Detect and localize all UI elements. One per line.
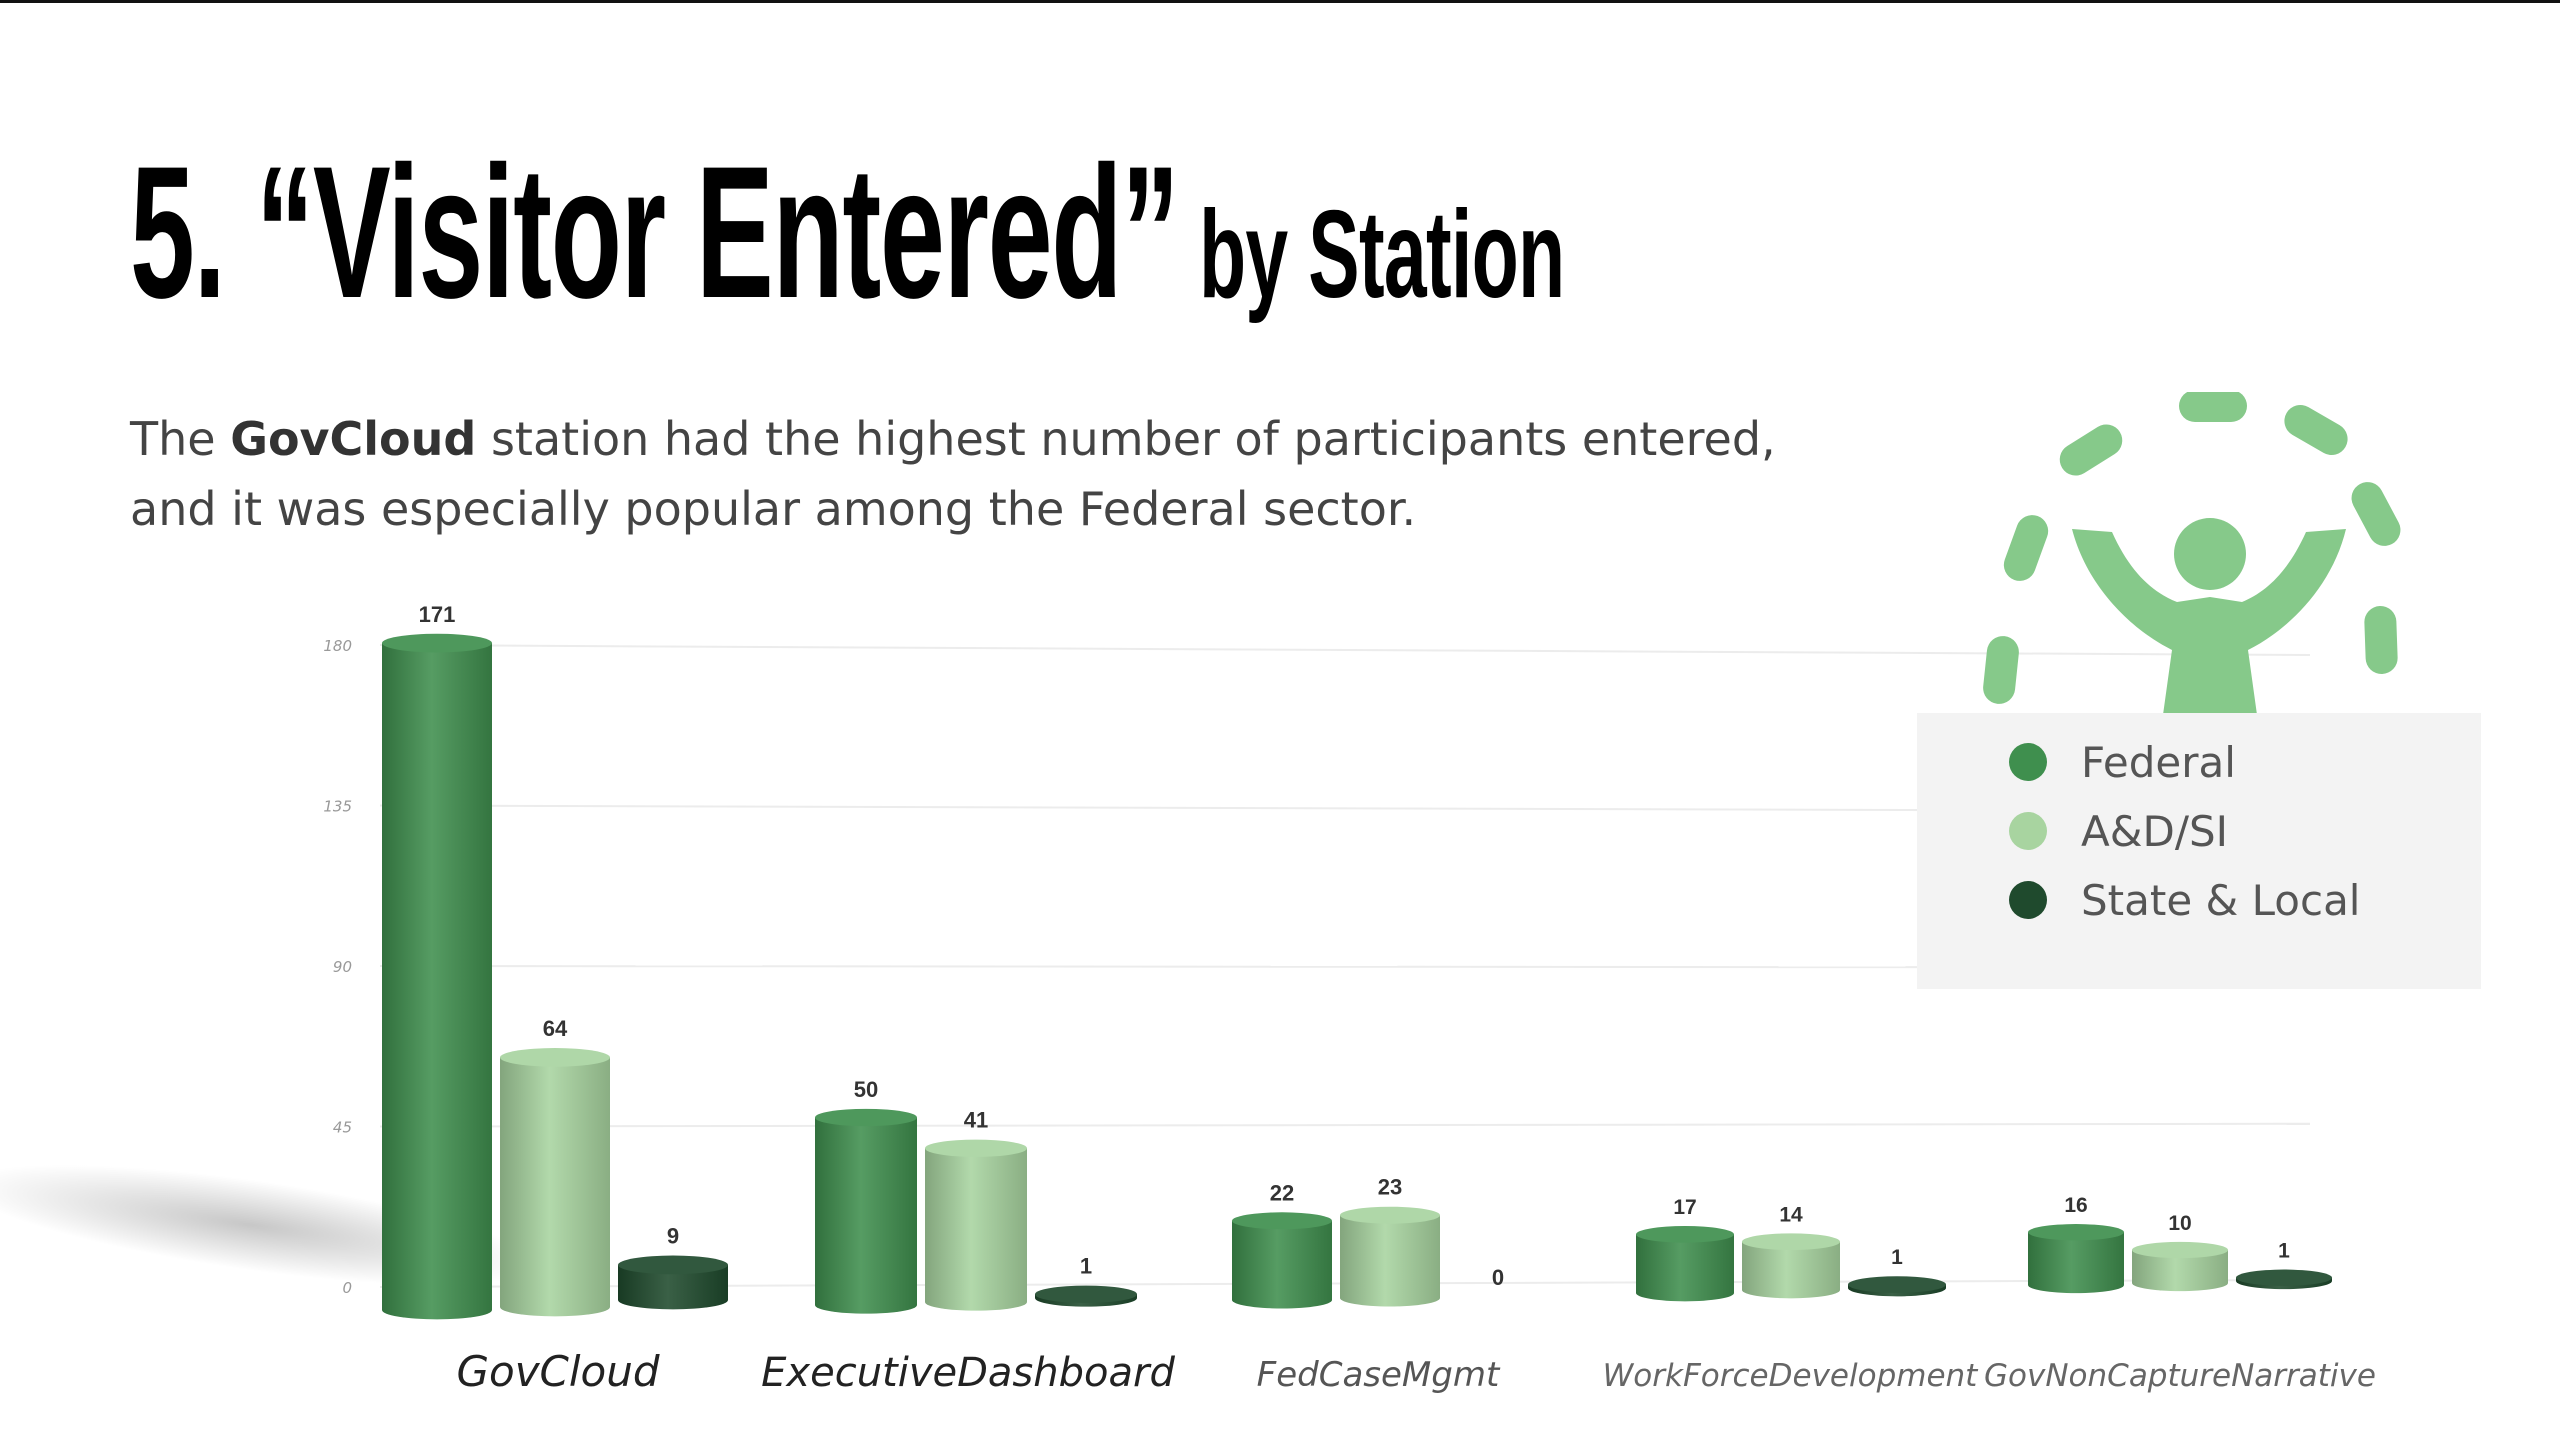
bar-top-executive-dashboard-state-local xyxy=(1035,1285,1137,1303)
bar-top-gov-cloud-adsi xyxy=(500,1048,610,1067)
chart-legend: Federal A&D/SI State & Local xyxy=(1917,713,2481,989)
data-label-work-force-development-state-local: 1 xyxy=(1891,1246,1903,1269)
title-sub: by Station xyxy=(1178,186,1565,324)
top-rule xyxy=(0,0,2560,3)
description-line-1-pre: The xyxy=(130,412,231,466)
x-axis: GovCloud ExecutiveDashboard FedCaseMgmt Wor… xyxy=(456,1347,2376,1396)
x-tick-label-gov-non-capture-narrative: GovNonCaptureNarrative xyxy=(1984,1358,2376,1394)
bar-top-gov-non-capture-narrative-federal xyxy=(2028,1224,2124,1241)
bar-work-force-development-adsi xyxy=(1742,1241,1840,1299)
description-line-2: and it was especially popular among the … xyxy=(130,482,1417,536)
x-tick-label-gov-cloud: GovCloud xyxy=(456,1347,659,1396)
bar-work-force-development-federal xyxy=(1636,1234,1734,1302)
bar-executive-dashboard-federal xyxy=(815,1117,917,1314)
legend-item-state-local: State & Local xyxy=(2009,875,2360,925)
y-tick-label: 180 xyxy=(323,637,352,655)
y-tick-label: 0 xyxy=(342,1279,352,1297)
y-axis: 0 45 90 135 180 xyxy=(323,637,352,1297)
bar-top-work-force-development-state-local xyxy=(1848,1276,1946,1293)
slide-description: The GovCloud station had the highest num… xyxy=(130,404,1830,544)
bar-gov-cloud-state-local xyxy=(618,1264,728,1310)
data-label-work-force-development-federal: 17 xyxy=(1673,1196,1696,1219)
data-labels: 171 64 9 50 41 1 22 23 0 17 14 1 16 10 1 xyxy=(419,602,2291,1290)
y-tick-label: 45 xyxy=(333,1119,352,1137)
celebrating-person-icon xyxy=(1983,392,2401,722)
legend-label-adsi: A&D/SI xyxy=(2081,806,2229,856)
data-label-executive-dashboard-federal: 50 xyxy=(854,1077,878,1102)
description-line-1-post: station had the highest number of partic… xyxy=(476,412,1776,466)
legend-dot-state-local xyxy=(2009,881,2047,919)
bar-gov-cloud-federal xyxy=(382,643,492,1320)
gridline-45 xyxy=(379,1122,2311,1128)
title-main: 5. “Visitor Entered” xyxy=(130,127,1180,337)
y-tick-label: 90 xyxy=(333,958,352,976)
description-highlight: GovCloud xyxy=(230,412,477,466)
data-label-gov-non-capture-narrative-state-local: 1 xyxy=(2278,1240,2290,1263)
legend-label-state-local: State & Local xyxy=(2081,875,2361,925)
bar-top-fed-case-mgmt-federal xyxy=(1232,1212,1332,1230)
data-label-fed-case-mgmt-adsi: 23 xyxy=(1378,1175,1402,1200)
bar-executive-dashboard-adsi xyxy=(925,1148,1027,1311)
bar-gov-non-capture-narrative-federal xyxy=(2028,1232,2124,1294)
data-label-work-force-development-adsi: 14 xyxy=(1779,1203,1803,1226)
data-label-fed-case-mgmt-federal: 22 xyxy=(1270,1180,1294,1205)
bar-top-gov-non-capture-narrative-adsi xyxy=(2132,1241,2228,1259)
bar-top-executive-dashboard-adsi xyxy=(925,1139,1027,1157)
x-tick-label-work-force-development: WorkForceDevelopment xyxy=(1603,1358,1980,1394)
data-label-gov-cloud-federal: 171 xyxy=(419,602,456,627)
bar-fed-case-mgmt-federal xyxy=(1232,1220,1332,1309)
data-label-fed-case-mgmt-state-local: 0 xyxy=(1492,1265,1504,1290)
bar-top-gov-cloud-state-local xyxy=(618,1255,728,1275)
bar-top-work-force-development-adsi xyxy=(1742,1233,1840,1251)
x-tick-label-executive-dashboard: ExecutiveDashboard xyxy=(761,1350,1175,1396)
legend-item-federal: Federal xyxy=(2009,737,2236,787)
legend-item-adsi: A&D/SI xyxy=(2009,806,2228,856)
data-label-gov-cloud-adsi: 64 xyxy=(543,1016,568,1041)
legend-label-federal: Federal xyxy=(2081,737,2236,787)
bar-top-work-force-development-federal xyxy=(1636,1226,1734,1243)
data-label-gov-non-capture-narrative-federal: 16 xyxy=(2064,1194,2087,1217)
data-label-gov-non-capture-narrative-adsi: 10 xyxy=(2168,1212,2191,1235)
data-label-executive-dashboard-adsi: 41 xyxy=(964,1108,988,1133)
description-line-1: The GovCloud station had the highest num… xyxy=(130,404,1830,474)
bar-top-fed-case-mgmt-adsi xyxy=(1340,1206,1440,1224)
bar-gov-cloud-adsi xyxy=(500,1057,610,1317)
bar-top-gov-non-capture-narrative-state-local xyxy=(2236,1269,2332,1286)
data-label-gov-cloud-state-local: 9 xyxy=(667,1224,679,1249)
slide-title: 5. “Visitor Entered” by Station xyxy=(130,138,1565,326)
legend-dot-adsi xyxy=(2009,812,2047,850)
bar-gov-non-capture-narrative-adsi xyxy=(2132,1250,2228,1292)
bar-top-executive-dashboard-federal xyxy=(815,1108,917,1127)
bars xyxy=(382,633,2332,1320)
bar-fed-case-mgmt-adsi xyxy=(1340,1215,1440,1307)
bar-top-gov-cloud-federal xyxy=(382,633,492,653)
data-label-executive-dashboard-state-local: 1 xyxy=(1080,1254,1092,1279)
legend-dot-federal xyxy=(2009,743,2047,781)
y-tick-label: 135 xyxy=(323,798,352,816)
x-tick-label-fed-case-mgmt: FedCaseMgmt xyxy=(1257,1355,1501,1395)
